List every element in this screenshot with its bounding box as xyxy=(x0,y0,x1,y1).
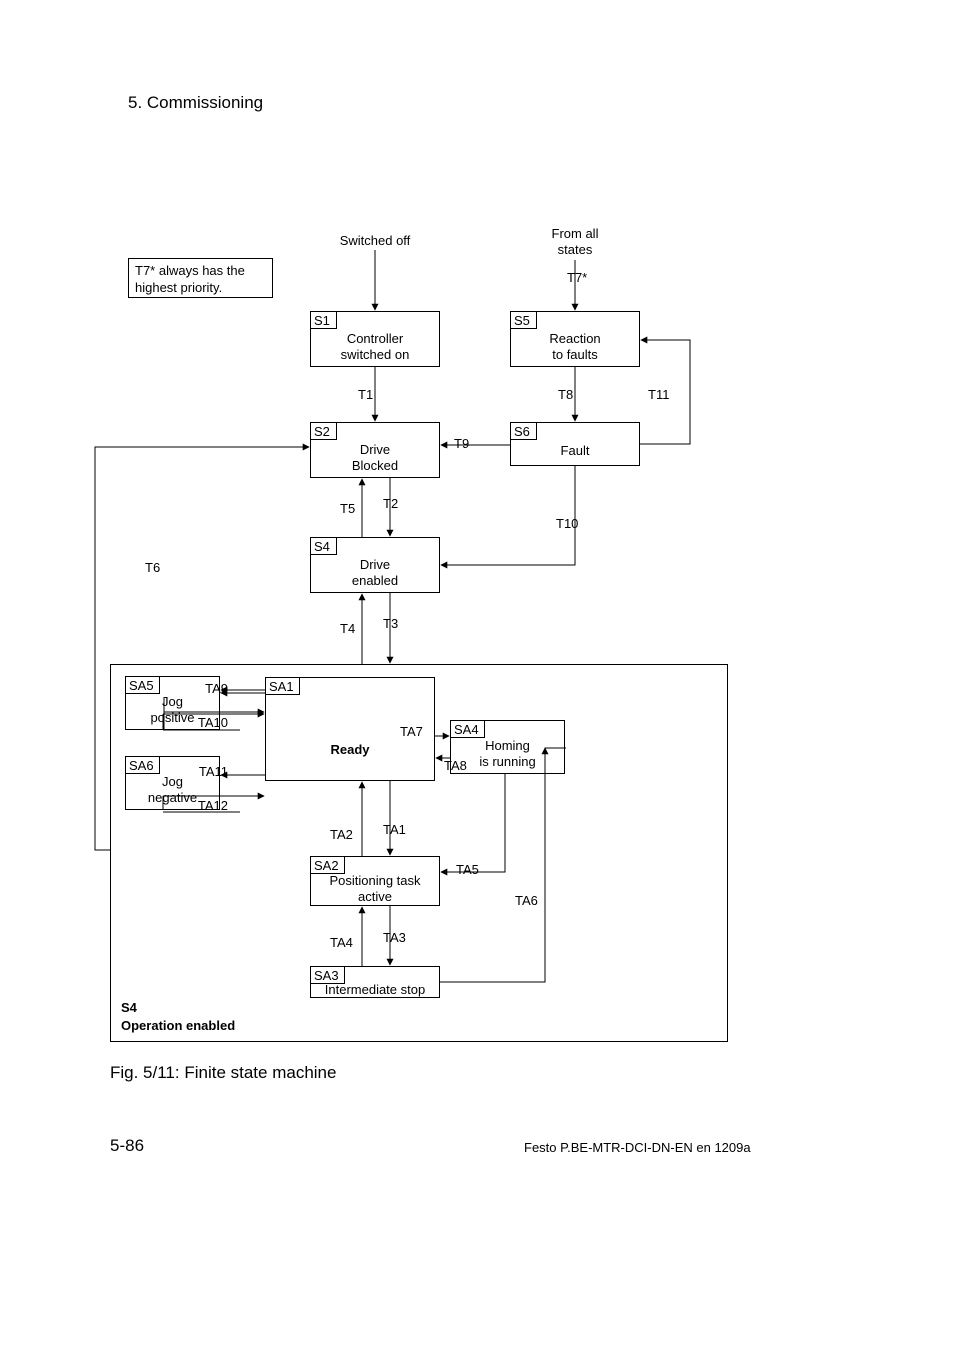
label-t7star: T7* xyxy=(567,270,587,285)
t-ta1: TA1 xyxy=(383,822,406,837)
t-t8: T8 xyxy=(558,387,573,402)
t-t4: T4 xyxy=(340,621,355,636)
t-t2: T2 xyxy=(383,496,398,511)
label-switched-off: Switched off xyxy=(320,233,430,249)
state-sa2-id: SA2 xyxy=(314,859,339,872)
state-s6-id: S6 xyxy=(514,425,530,438)
t-ta2: TA2 xyxy=(330,827,353,842)
state-s6: S6 Fault xyxy=(510,422,640,466)
state-sa6-id: SA6 xyxy=(129,759,154,772)
state-sa4-id: SA4 xyxy=(454,723,479,736)
state-s1: S1 Controller switched on xyxy=(310,311,440,367)
state-sa4-text: Homing is running xyxy=(451,738,564,771)
t-t6: T6 xyxy=(145,560,160,575)
state-s5: S5 Reaction to faults xyxy=(510,311,640,367)
t-ta9: TA9 xyxy=(168,681,228,696)
state-s2-text: Drive Blocked xyxy=(311,442,439,475)
t-ta5: TA5 xyxy=(456,862,479,877)
state-s4-id: S4 xyxy=(314,540,330,553)
t-ta8: TA8 xyxy=(444,758,467,773)
t-ta3: TA3 xyxy=(383,930,406,945)
state-s6-text: Fault xyxy=(511,443,639,459)
state-sa1-id: SA1 xyxy=(269,680,294,693)
t-ta11: TA11 xyxy=(168,764,228,779)
section-heading: 5. Commissioning xyxy=(128,93,263,113)
priority-note-text: T7* always has the highest priority. xyxy=(135,263,245,295)
t-t10: T10 xyxy=(556,516,578,531)
t-ta12: TA12 xyxy=(168,798,228,813)
state-sa5-id: SA5 xyxy=(129,679,154,692)
t-ta7: TA7 xyxy=(400,724,423,739)
state-s4-text: Drive enabled xyxy=(311,557,439,590)
state-s5-text: Reaction to faults xyxy=(511,331,639,364)
state-sa1-text: Ready xyxy=(266,742,434,758)
state-s2: S2 Drive Blocked xyxy=(310,422,440,478)
t-ta6: TA6 xyxy=(515,893,538,908)
footer-doc-id: Festo P.BE-MTR-DCI-DN-EN en 1209a xyxy=(524,1140,751,1155)
page-number: 5-86 xyxy=(110,1136,144,1156)
state-sa4: SA4 Homing is running xyxy=(450,720,565,774)
t-t5: T5 xyxy=(340,501,355,516)
t-t9: T9 xyxy=(454,436,469,451)
state-sa3-id: SA3 xyxy=(314,969,339,982)
state-sa3-text: Intermediate stop xyxy=(311,982,439,998)
t-ta4: TA4 xyxy=(330,935,353,950)
page: 5. Commissioning T7* always has the high… xyxy=(0,0,954,1348)
t-t11: T11 xyxy=(648,387,669,402)
state-s4: S4 Drive enabled xyxy=(310,537,440,593)
priority-note: T7* always has the highest priority. xyxy=(128,258,273,298)
figure-caption: Fig. 5/11: Finite state machine xyxy=(110,1063,336,1083)
state-s1-id: S1 xyxy=(314,314,330,327)
operation-enabled-id: S4 xyxy=(121,1000,137,1015)
state-s2-id: S2 xyxy=(314,425,330,438)
t-ta10: TA10 xyxy=(168,715,228,730)
label-from-all-states: From all states xyxy=(520,226,630,257)
t-t3: T3 xyxy=(383,616,398,631)
state-sa3: SA3 Intermediate stop xyxy=(310,966,440,998)
state-s5-id: S5 xyxy=(514,314,530,327)
state-sa2-text: Positioning task active xyxy=(311,873,439,906)
state-sa2: SA2 Positioning task active xyxy=(310,856,440,906)
state-s1-text: Controller switched on xyxy=(311,331,439,364)
operation-enabled-label: Operation enabled xyxy=(121,1018,235,1033)
t-t1: T1 xyxy=(358,387,373,402)
